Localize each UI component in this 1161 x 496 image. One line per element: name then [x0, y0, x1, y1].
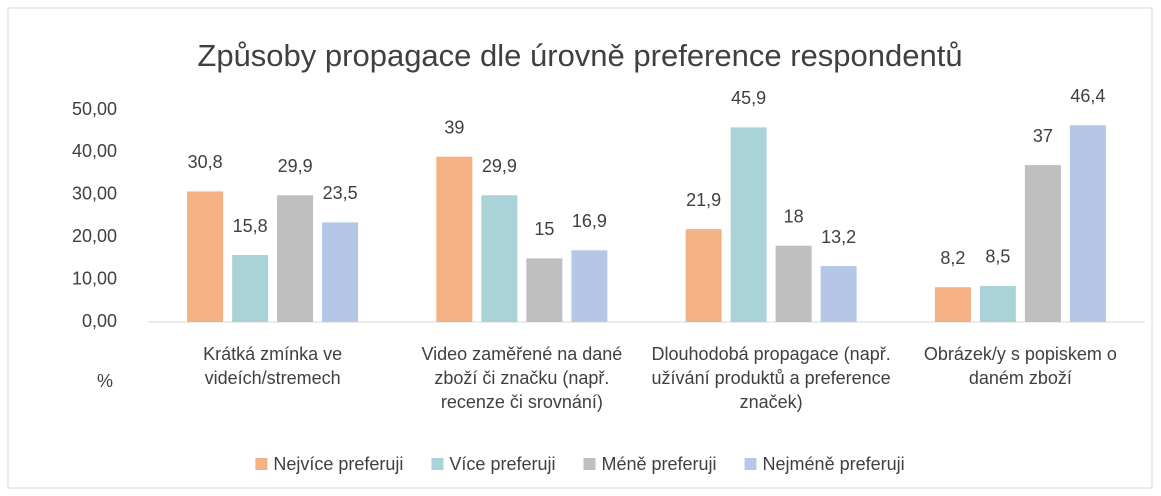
bar — [322, 222, 359, 322]
x-tick-label: Video zaměřené na dané zboží či značku (… — [421, 344, 623, 412]
bar — [436, 156, 473, 322]
data-label: 39 — [444, 117, 464, 137]
legend-label: Nejvíce preferuji — [273, 454, 403, 474]
bar — [526, 258, 563, 322]
data-label: 13,2 — [821, 227, 856, 247]
data-label: 21,9 — [686, 190, 721, 210]
x-tick-label: Obrázek/y s popiskem o daném zboží — [923, 344, 1117, 388]
bar — [730, 127, 767, 322]
bar — [820, 266, 857, 322]
bar — [979, 285, 1016, 322]
bar — [187, 191, 224, 322]
chart-title: Způsoby propagace dle úrovně preference … — [197, 38, 962, 73]
bar — [1024, 165, 1061, 322]
data-label: 15,8 — [233, 216, 268, 236]
data-label: 16,9 — [572, 211, 607, 231]
bar — [775, 245, 812, 322]
y-tick-label: 40,00 — [72, 141, 117, 161]
bar — [481, 195, 518, 322]
data-label: 29,9 — [482, 156, 517, 176]
legend-label: Méně preferuji — [601, 454, 716, 474]
legend-swatch — [255, 458, 268, 470]
y-tick-label: 10,00 — [72, 268, 117, 288]
data-label: 37 — [1033, 126, 1053, 146]
legend-swatch — [431, 458, 444, 470]
legend-label: Nejméně preferuji — [763, 454, 905, 474]
data-label: 18 — [784, 206, 804, 226]
legend-swatch — [583, 458, 596, 470]
bar — [277, 195, 314, 322]
legend-label: Více preferuji — [449, 454, 555, 474]
y-tick-label: 0,00 — [82, 311, 117, 331]
x-tick-label: Krátká zmínka ve videích/stremech — [203, 344, 343, 388]
data-label: 8,5 — [985, 247, 1010, 267]
data-label: 8,2 — [940, 248, 965, 268]
bar — [934, 287, 971, 322]
data-label: 15 — [534, 219, 554, 239]
data-label: 30,8 — [188, 152, 223, 172]
y-tick-label: 20,00 — [72, 226, 117, 246]
bar — [232, 255, 269, 322]
legend-swatch — [744, 458, 757, 470]
data-label: 46,4 — [1070, 86, 1105, 106]
y-tick-label: 30,00 — [72, 184, 117, 204]
y-axis-label: % — [97, 371, 113, 391]
bar — [1069, 125, 1106, 322]
x-tick-label: Dlouhodobá propagace (např. užívání prod… — [651, 344, 891, 412]
bar — [571, 250, 608, 322]
chart-border — [7, 7, 1153, 489]
y-tick-label: 50,00 — [72, 99, 117, 119]
data-label: 45,9 — [731, 88, 766, 108]
data-label: 23,5 — [323, 183, 358, 203]
data-label: 29,9 — [278, 156, 313, 176]
bar — [685, 229, 722, 322]
